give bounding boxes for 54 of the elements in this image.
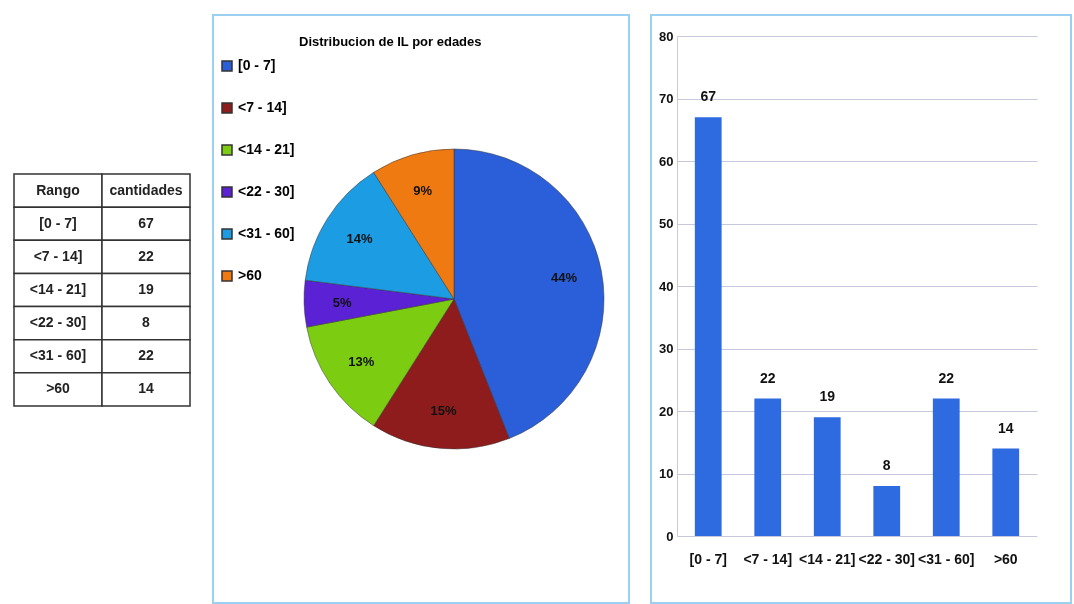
legend-label: [0 - 7] (238, 57, 276, 73)
data-label: 22 (138, 347, 154, 364)
data-label: 19 (819, 388, 836, 405)
bar (754, 398, 782, 536)
category-label: >60 (46, 380, 71, 397)
x-tick-label: <7 - 14] (743, 550, 793, 567)
data-label: 44% (551, 270, 578, 286)
text: cantidades (109, 181, 183, 198)
y-tick-label: 20 (659, 403, 674, 419)
bar (873, 486, 901, 536)
y-tick-label: 40 (659, 278, 674, 294)
bar (813, 417, 841, 536)
category-label: <7 - 14] (33, 247, 83, 264)
bar (932, 398, 960, 536)
legend-label: <31 - 60] (238, 225, 295, 241)
legend-label: <22 - 30] (238, 183, 295, 199)
data-label: 22 (759, 369, 776, 386)
x-tick-label: >60 (993, 550, 1018, 567)
legend-label: >60 (238, 267, 262, 283)
data-label: 22 (938, 369, 955, 386)
y-tick-label: 50 (659, 216, 674, 231)
data-label: 9% (413, 183, 433, 199)
data-label: 14 (997, 419, 1014, 436)
y-tick-label: 80 (659, 28, 674, 44)
data-label: 14% (346, 230, 373, 246)
chart-title: Distribucion de IL por edades (299, 34, 482, 49)
x-tick-label: <31 - 60] (918, 550, 975, 567)
data-label: 8 (882, 457, 891, 473)
x-tick-label: <22 - 30] (858, 550, 915, 567)
x-tick-label: [0 - 7] (689, 550, 727, 567)
data-label: 15% (430, 402, 457, 418)
bar (694, 117, 722, 536)
data-label: 14 (138, 380, 154, 397)
text: Rango (36, 181, 80, 198)
bar (992, 448, 1020, 536)
legend-label: <14 - 21] (238, 141, 295, 157)
x-tick-label: <14 - 21] (799, 550, 856, 567)
data-label: 5% (332, 294, 352, 310)
data-label: 67 (700, 88, 717, 105)
y-tick-label: 70 (659, 91, 674, 106)
y-tick-label: 30 (659, 341, 674, 356)
y-tick-label: 0 (666, 528, 674, 544)
data-label: 8 (142, 314, 151, 331)
category-label: <22 - 30] (29, 314, 87, 331)
legend-label: <7 - 14] (238, 99, 287, 115)
data-label: 13% (348, 353, 375, 369)
category-label: <14 - 21] (29, 281, 87, 297)
data-label: 22 (138, 247, 154, 264)
data-label: 19 (138, 281, 154, 297)
y-tick-label: 10 (659, 466, 674, 481)
category-label: <31 - 60] (29, 347, 87, 364)
data-label: 67 (138, 214, 154, 231)
category-label: [0 - 7] (39, 214, 77, 231)
y-tick-label: 60 (659, 153, 674, 169)
